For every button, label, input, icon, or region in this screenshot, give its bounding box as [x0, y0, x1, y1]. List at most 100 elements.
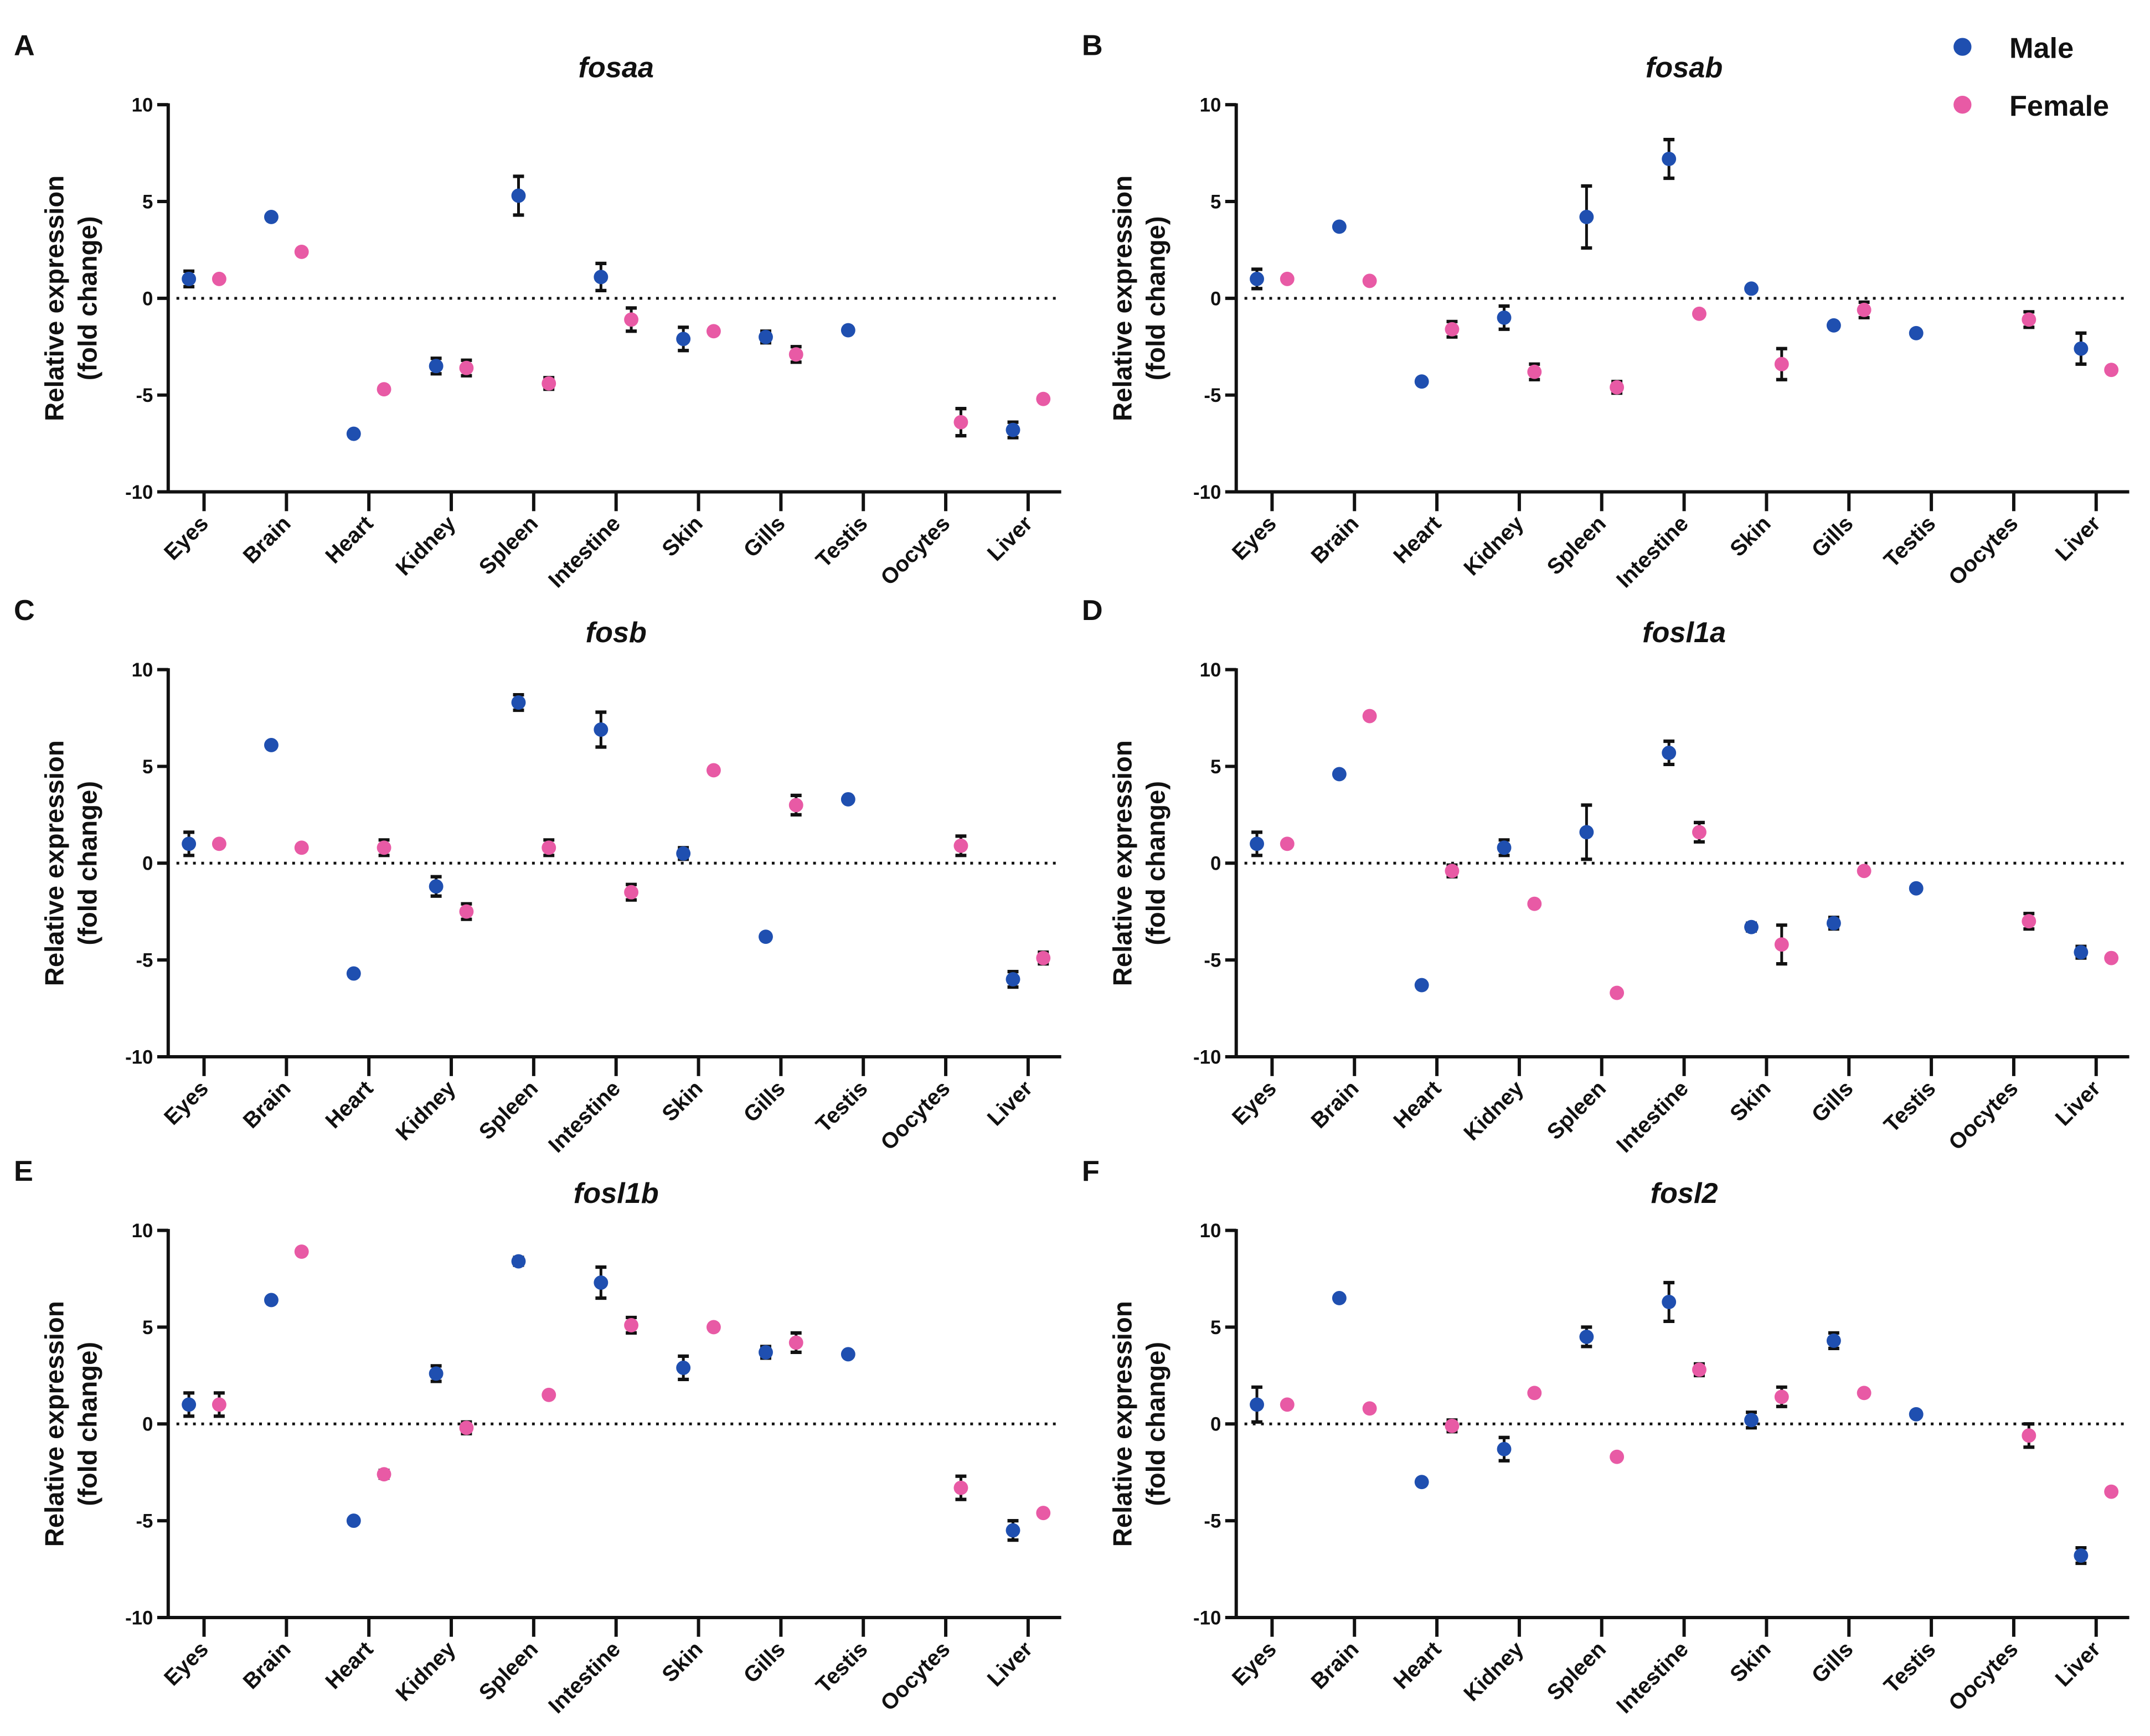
x-tick-label: Testis [811, 1076, 872, 1137]
marker [511, 1254, 526, 1269]
marker [1250, 1397, 1264, 1412]
x-tick-label: Gills [1807, 512, 1858, 562]
marker [1332, 1291, 1347, 1305]
x-tick-label: Gills [739, 512, 790, 562]
marker [2104, 363, 2119, 378]
marker [1527, 1386, 1542, 1401]
marker [788, 347, 803, 362]
y-tick-label: -10 [1193, 1046, 1221, 1068]
x-tick-label: Testis [1879, 512, 1940, 572]
data-point-female [1610, 380, 1625, 395]
marker [542, 840, 556, 855]
marker [1909, 881, 1924, 896]
marker [788, 798, 803, 813]
y-axis-label: Relative expression [1108, 1301, 1138, 1547]
y-tick-label: 0 [1210, 1414, 1221, 1435]
y-tick-label: 5 [142, 756, 153, 778]
marker [1036, 950, 1051, 965]
marker [624, 312, 639, 327]
y-axis-label: Relative expression [40, 1301, 70, 1547]
data-point-female [1527, 362, 1542, 381]
marker [459, 1420, 474, 1435]
y-tick-label: -10 [125, 1046, 153, 1068]
x-tick-label: Heart [321, 512, 378, 569]
marker [182, 836, 197, 851]
marker [624, 1318, 639, 1332]
marker [2074, 341, 2089, 356]
marker [1445, 322, 1460, 337]
panel-letter: F [1082, 1155, 1100, 1187]
marker [1744, 1413, 1759, 1428]
data-point-female [2104, 950, 2119, 965]
data-point-female [1445, 319, 1460, 339]
marker [346, 426, 361, 441]
y-axis-label-units: (fold change) [73, 216, 102, 380]
data-point-male [759, 329, 773, 345]
y-tick-label: 0 [142, 1414, 153, 1435]
y-tick-label: 0 [142, 288, 153, 309]
marker [459, 904, 474, 919]
x-tick-label: Eyes [159, 1637, 213, 1691]
data-point-male [1662, 137, 1677, 180]
marker [1280, 836, 1295, 851]
marker [429, 1366, 444, 1381]
legend-male-marker [1953, 38, 1972, 56]
data-point-male [841, 1347, 855, 1362]
y-tick-label: -10 [1193, 1607, 1221, 1629]
marker [1857, 864, 1871, 879]
x-tick-label: Heart [1389, 1637, 1446, 1694]
data-point-male [1332, 219, 1347, 234]
marker [594, 270, 609, 285]
data-point-female [2022, 1422, 2036, 1449]
x-tick-label: Skin [1725, 1076, 1776, 1127]
x-tick-label: Gills [1807, 1076, 1858, 1127]
marker [1857, 1386, 1871, 1401]
chart-title: fosl2 [1651, 1177, 1718, 1210]
marker [1006, 972, 1020, 987]
y-tick-label: 0 [1210, 288, 1221, 309]
data-point-male [1826, 1331, 1841, 1350]
data-point-male [2074, 331, 2089, 366]
marker [1909, 326, 1924, 340]
data-point-female [953, 834, 968, 857]
marker [1744, 281, 1759, 296]
y-tick-label: -5 [136, 950, 153, 972]
data-point-female [212, 271, 226, 286]
marker [1857, 302, 1871, 317]
data-point-female [788, 793, 803, 817]
data-point-female [706, 1320, 721, 1335]
x-tick-label: Kidney [391, 1076, 460, 1145]
y-tick-label: 5 [1210, 1317, 1221, 1339]
data-point-male [2074, 1546, 2089, 1566]
x-tick-label: Testis [1879, 1076, 1940, 1137]
data-point-male [1497, 1435, 1512, 1463]
marker [212, 271, 226, 286]
data-point-male [1250, 1385, 1264, 1424]
y-tick-label: 10 [132, 95, 153, 116]
marker [1579, 210, 1594, 224]
data-point-male [594, 710, 609, 749]
chart-title: fosl1a [1642, 617, 1726, 649]
data-point-female [1610, 985, 1625, 1000]
data-point-male [2074, 944, 2089, 960]
data-point-female [1362, 709, 1377, 724]
x-tick-label: Spleen [1543, 512, 1611, 580]
data-point-female [624, 1315, 639, 1335]
data-point-female [706, 324, 721, 339]
data-point-male [1579, 1325, 1594, 1348]
x-tick-label: Oocytes [876, 1076, 955, 1155]
data-point-male [841, 323, 855, 338]
data-point-female [1774, 923, 1789, 966]
marker [1692, 825, 1706, 840]
marker [841, 323, 855, 338]
data-point-male [1006, 420, 1020, 440]
data-point-male [676, 846, 691, 861]
data-point-female [542, 838, 556, 857]
x-tick-label: Intestine [1612, 512, 1693, 593]
y-tick-label: -10 [125, 482, 153, 503]
marker [1610, 380, 1625, 395]
x-tick-label: Brain [1306, 512, 1363, 569]
x-tick-label: Brain [239, 512, 296, 569]
